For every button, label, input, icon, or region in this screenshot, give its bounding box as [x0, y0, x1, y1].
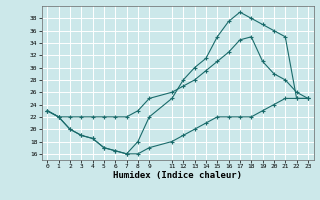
X-axis label: Humidex (Indice chaleur): Humidex (Indice chaleur): [113, 171, 242, 180]
